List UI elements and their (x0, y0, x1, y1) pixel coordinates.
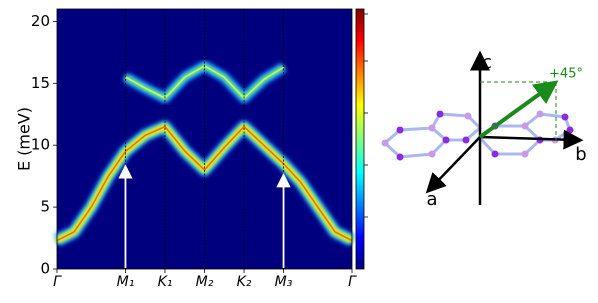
field-arrow (478, 80, 559, 139)
x-tick-label: Γ (348, 274, 357, 290)
x-tick-label: M₃ (275, 274, 293, 290)
lattice-sites (381, 110, 574, 161)
plot-frame (56, 8, 353, 270)
angle-label: +45° (549, 67, 583, 82)
x-tick-label: Γ (53, 274, 62, 290)
y-tick-label: 20 (31, 12, 50, 30)
band (56, 125, 353, 242)
x-tick-label: K₁ (158, 274, 173, 290)
axis-label-a: a (426, 189, 437, 210)
x-tick-label: M₂ (196, 274, 214, 290)
colorbar-ticks (364, 13, 368, 218)
lattice (382, 112, 572, 159)
x-tick-label: M₁ (117, 274, 135, 290)
x-tick-label: K₂ (237, 274, 252, 290)
axis-label-b: b (575, 144, 586, 165)
y-tick-label: 10 (31, 136, 50, 154)
y-tick-label: 0 (40, 260, 50, 278)
y-tick-label: 15 (31, 74, 50, 92)
y-axis-label: E (meV) (15, 107, 34, 171)
axis-label-c: c (482, 52, 492, 73)
y-tick-label: 5 (40, 198, 50, 216)
colorbar (355, 8, 365, 270)
